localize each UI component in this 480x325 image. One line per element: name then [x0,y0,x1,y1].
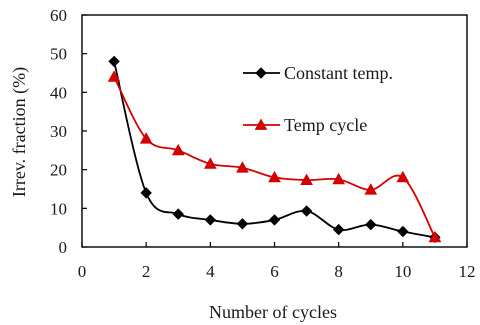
x-tick-label: 12 [459,262,476,281]
y-tick-label: 20 [50,161,67,180]
y-tick-label: 50 [50,45,67,64]
x-tick-label: 6 [270,262,279,281]
data-point-temp-cycle [139,132,153,144]
data-point-temp-cycle [107,70,121,82]
data-point-temp-cycle [268,170,281,183]
data-point-temp-cycle [236,161,249,173]
data-point-temp-cycle [364,183,378,195]
x-tick-label: 4 [206,262,215,281]
data-point-constant-temp [332,223,345,236]
y-tick-label: 40 [50,83,67,102]
x-tick-label: 2 [142,262,151,281]
data-point-constant-temp [300,205,313,217]
legend-marker-temp-cycle [254,118,268,130]
data-point-constant-temp [108,55,120,68]
x-tick-label: 0 [78,262,87,281]
data-point-constant-temp [140,187,152,199]
legend-label-constant-temp: Constant temp. [284,63,393,83]
y-axis-label: Irrev. fraction (%) [9,67,30,197]
data-point-constant-temp [236,218,249,230]
y-tick-label: 0 [59,238,68,257]
data-point-constant-temp [204,214,217,226]
y-tick-label: 30 [50,122,67,141]
x-axis-label: Number of cycles [209,302,337,322]
data-point-temp-cycle [300,173,313,186]
x-tick-label: 8 [334,262,343,281]
legend-marker-constant-temp [255,67,267,79]
data-point-temp-cycle [171,143,185,156]
data-point-temp-cycle [428,230,442,243]
y-tick-label: 60 [50,6,67,25]
data-point-constant-temp [365,218,377,231]
legend-label-temp-cycle: Temp cycle [284,115,367,135]
data-point-constant-temp [172,208,184,220]
y-tick-label: 10 [50,199,67,218]
x-tick-label: 10 [394,262,411,281]
data-point-constant-temp [397,225,409,238]
data-point-temp-cycle [203,157,217,169]
data-point-constant-temp [268,214,281,226]
data-point-temp-cycle [396,170,410,183]
data-point-temp-cycle [332,172,346,185]
